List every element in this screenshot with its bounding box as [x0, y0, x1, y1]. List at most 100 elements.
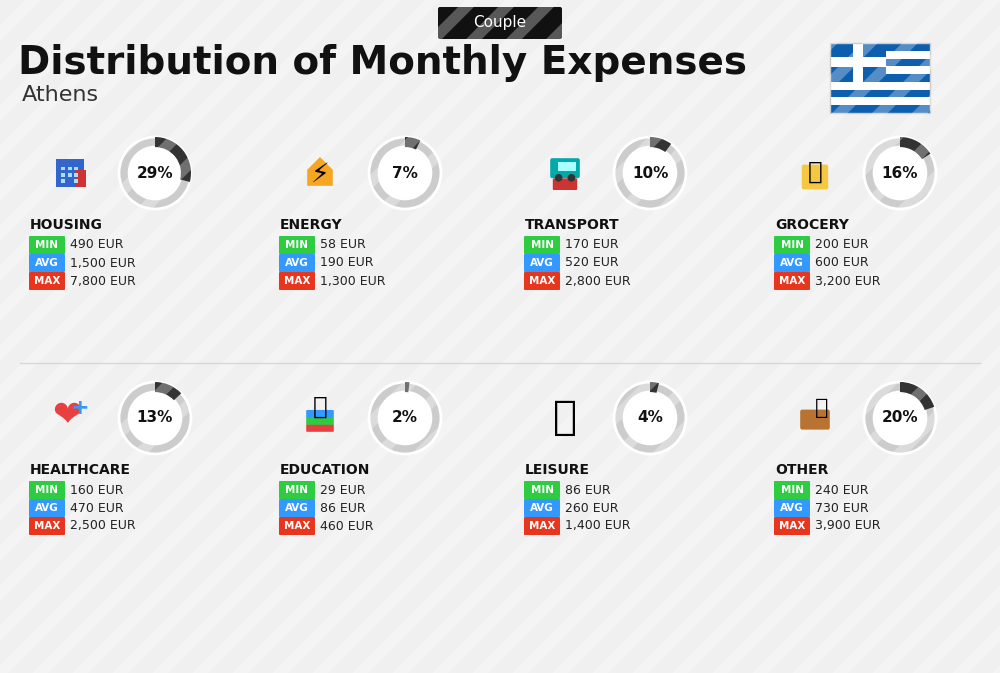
FancyBboxPatch shape — [306, 417, 334, 425]
FancyBboxPatch shape — [61, 173, 65, 177]
FancyBboxPatch shape — [29, 517, 65, 535]
Text: 🛍: 🛍 — [553, 398, 577, 438]
FancyBboxPatch shape — [279, 517, 315, 535]
Text: 🥬: 🥬 — [808, 160, 822, 184]
Text: 3,200 EUR: 3,200 EUR — [815, 275, 881, 287]
Text: 460 EUR: 460 EUR — [320, 520, 374, 532]
Text: 730 EUR: 730 EUR — [815, 501, 869, 514]
FancyBboxPatch shape — [306, 424, 334, 432]
Wedge shape — [614, 382, 686, 454]
Text: ⚡: ⚡ — [311, 162, 329, 188]
FancyBboxPatch shape — [800, 410, 830, 429]
FancyBboxPatch shape — [29, 499, 65, 517]
Wedge shape — [405, 137, 420, 149]
FancyBboxPatch shape — [830, 90, 930, 98]
FancyBboxPatch shape — [68, 167, 72, 170]
Text: HOUSING: HOUSING — [30, 218, 103, 232]
Circle shape — [568, 174, 575, 182]
Text: EDUCATION: EDUCATION — [280, 463, 370, 477]
Text: 3,900 EUR: 3,900 EUR — [815, 520, 881, 532]
Text: Athens: Athens — [22, 85, 99, 105]
FancyBboxPatch shape — [567, 162, 576, 171]
Text: LEISURE: LEISURE — [525, 463, 590, 477]
Wedge shape — [864, 382, 936, 454]
Text: AVG: AVG — [35, 258, 59, 268]
Text: Couple: Couple — [473, 15, 527, 30]
FancyBboxPatch shape — [550, 158, 580, 178]
FancyBboxPatch shape — [306, 410, 334, 418]
Text: Distribution of Monthly Expenses: Distribution of Monthly Expenses — [18, 44, 747, 82]
Text: 7%: 7% — [392, 166, 418, 180]
FancyBboxPatch shape — [74, 173, 78, 177]
FancyBboxPatch shape — [524, 499, 560, 517]
Text: AVG: AVG — [285, 503, 309, 513]
FancyBboxPatch shape — [774, 481, 810, 499]
Text: MIN: MIN — [780, 240, 804, 250]
Text: MIN: MIN — [286, 240, 308, 250]
Wedge shape — [119, 382, 191, 454]
FancyBboxPatch shape — [29, 481, 65, 499]
Text: MAX: MAX — [529, 276, 555, 286]
FancyBboxPatch shape — [830, 98, 930, 105]
Text: 13%: 13% — [137, 411, 173, 425]
Circle shape — [380, 393, 430, 443]
Wedge shape — [155, 137, 191, 182]
Text: 2,500 EUR: 2,500 EUR — [70, 520, 136, 532]
Text: 1,300 EUR: 1,300 EUR — [320, 275, 386, 287]
Text: +: + — [70, 398, 89, 419]
Text: HEALTHCARE: HEALTHCARE — [30, 463, 131, 477]
Text: 29 EUR: 29 EUR — [320, 483, 366, 497]
Text: AVG: AVG — [530, 503, 554, 513]
Text: MIN: MIN — [36, 240, 58, 250]
Text: MIN: MIN — [530, 485, 554, 495]
FancyBboxPatch shape — [830, 50, 930, 59]
FancyBboxPatch shape — [553, 178, 577, 190]
FancyBboxPatch shape — [74, 167, 78, 170]
Wedge shape — [369, 137, 441, 209]
FancyBboxPatch shape — [438, 7, 562, 39]
Text: 58 EUR: 58 EUR — [320, 238, 366, 252]
FancyBboxPatch shape — [29, 254, 65, 272]
Text: 190 EUR: 190 EUR — [320, 256, 374, 269]
Text: MAX: MAX — [779, 521, 805, 531]
FancyBboxPatch shape — [279, 236, 315, 254]
Wedge shape — [900, 137, 930, 159]
Text: 🎓: 🎓 — [313, 395, 327, 419]
Text: MAX: MAX — [779, 276, 805, 286]
Text: MIN: MIN — [36, 485, 58, 495]
Text: 170 EUR: 170 EUR — [565, 238, 619, 252]
Text: 1,500 EUR: 1,500 EUR — [70, 256, 136, 269]
Wedge shape — [405, 382, 410, 392]
FancyBboxPatch shape — [524, 517, 560, 535]
FancyBboxPatch shape — [524, 481, 560, 499]
Text: MIN: MIN — [286, 485, 308, 495]
FancyBboxPatch shape — [774, 254, 810, 272]
Text: 29%: 29% — [137, 166, 173, 180]
FancyBboxPatch shape — [29, 272, 65, 290]
FancyBboxPatch shape — [830, 105, 930, 113]
Text: AVG: AVG — [35, 503, 59, 513]
Text: 16%: 16% — [882, 166, 918, 180]
Wedge shape — [650, 137, 671, 152]
FancyBboxPatch shape — [61, 167, 65, 170]
Text: MAX: MAX — [284, 276, 310, 286]
FancyBboxPatch shape — [279, 499, 315, 517]
Text: 2%: 2% — [392, 411, 418, 425]
Text: MAX: MAX — [34, 276, 60, 286]
Text: 490 EUR: 490 EUR — [70, 238, 124, 252]
FancyBboxPatch shape — [61, 180, 65, 183]
Text: 160 EUR: 160 EUR — [70, 483, 124, 497]
FancyBboxPatch shape — [279, 481, 315, 499]
Polygon shape — [307, 157, 333, 186]
Text: ENERGY: ENERGY — [280, 218, 343, 232]
Text: 7,800 EUR: 7,800 EUR — [70, 275, 136, 287]
Text: MAX: MAX — [529, 521, 555, 531]
Circle shape — [875, 393, 925, 443]
Text: 260 EUR: 260 EUR — [565, 501, 618, 514]
FancyBboxPatch shape — [524, 236, 560, 254]
Wedge shape — [155, 382, 181, 400]
FancyBboxPatch shape — [830, 82, 930, 90]
FancyBboxPatch shape — [524, 254, 560, 272]
FancyBboxPatch shape — [29, 236, 65, 254]
Circle shape — [625, 393, 675, 443]
